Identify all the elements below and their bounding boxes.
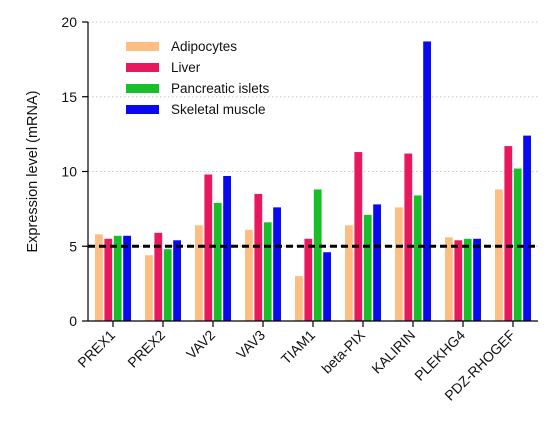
- bar-kalirin-liver: [404, 153, 413, 321]
- y-tick-labels: 0 5 10 15 20: [61, 14, 77, 329]
- legend-swatch-liver: [126, 63, 159, 72]
- bar-prex2-skeletal-muscle: [173, 240, 181, 321]
- legend-label-pancreatic-islets: Pancreatic islets: [171, 81, 270, 96]
- bar-prex2-adipocytes: [145, 255, 153, 321]
- gridlines: [88, 21, 538, 247]
- x-tick-label-tiam1: TIAM1: [278, 327, 319, 368]
- legend-label-liver: Liver: [171, 60, 201, 75]
- bar-vav3-pancreatic-islets: [263, 222, 272, 321]
- x-tick-labels: PREX1 PREX2 VAV2 VAV3 TIAM1 beta-PIX KALIRINPL…: [74, 326, 518, 403]
- x-tick-label-vav2: VAV2: [183, 327, 218, 362]
- x-tick-label-prex1: PREX1: [74, 327, 118, 371]
- bar-prex1-adipocytes: [95, 234, 103, 321]
- y-tick-label-15: 15: [61, 89, 77, 105]
- bar-prex1-liver: [104, 238, 113, 321]
- bar-plekhg4-liver: [454, 240, 463, 321]
- bar-vav3-skeletal-muscle: [273, 207, 281, 321]
- y-tick-label-5: 5: [69, 238, 77, 254]
- bars: [95, 41, 531, 322]
- axes: [82, 21, 538, 327]
- x-tick-label-beta-pix: beta-PIX: [318, 326, 368, 376]
- bar-kalirin-skeletal-muscle: [423, 41, 431, 322]
- legend-swatch-pancreatic-islets: [126, 84, 159, 93]
- bar-prex1-pancreatic-islets: [113, 235, 122, 321]
- bar-vav3-liver: [254, 193, 263, 321]
- bar-beta-pix-liver: [354, 152, 363, 321]
- bar-pdz-rhogef-adipocytes: [495, 189, 503, 321]
- bar-vav3-adipocytes: [245, 229, 253, 321]
- legend-label-adipocytes: Adipocytes: [171, 39, 237, 54]
- y-axis-title: Expression level (mRNA): [25, 91, 41, 253]
- legend-label-skeletal-muscle: Skeletal muscle: [171, 102, 266, 117]
- y-tick-label-0: 0: [69, 313, 77, 329]
- bar-tiam1-pancreatic-islets: [313, 189, 322, 321]
- bar-pdz-rhogef-skeletal-muscle: [523, 135, 531, 321]
- bar-vav2-liver: [204, 174, 213, 321]
- bar-vav2-skeletal-muscle: [223, 175, 231, 321]
- bar-plekhg4-adipocytes: [445, 237, 453, 321]
- bar-beta-pix-skeletal-muscle: [373, 204, 381, 321]
- bar-pdz-rhogef-liver: [504, 146, 513, 321]
- bar-kalirin-pancreatic-islets: [413, 195, 422, 321]
- x-tick-label-kalirin: KALIRIN: [368, 327, 418, 377]
- bar-vav2-pancreatic-islets: [213, 202, 222, 321]
- x-tick-label-vav3: VAV3: [233, 327, 268, 362]
- bar-plekhg4-pancreatic-islets: [463, 238, 472, 321]
- bar-tiam1-skeletal-muscle: [323, 252, 331, 321]
- bar-prex1-skeletal-muscle: [123, 235, 131, 321]
- bar-plekhg4-skeletal-muscle: [473, 238, 481, 321]
- legend: Adipocytes Liver Pancreatic islets Skeletal…: [126, 39, 270, 117]
- bar-prex2-liver: [154, 232, 163, 321]
- bar-tiam1-liver: [304, 238, 313, 321]
- bar-prex2-pancreatic-islets: [163, 249, 172, 321]
- legend-swatch-adipocytes: [126, 42, 159, 51]
- bar-beta-pix-adipocytes: [345, 225, 353, 321]
- bar-beta-pix-pancreatic-islets: [363, 214, 372, 321]
- y-tick-label-20: 20: [61, 14, 77, 30]
- bar-vav2-adipocytes: [195, 225, 203, 321]
- legend-swatch-skeletal-muscle: [126, 105, 159, 114]
- x-tick-label-prex2: PREX2: [124, 327, 168, 371]
- bar-kalirin-adipocytes: [395, 207, 403, 321]
- y-tick-label-10: 10: [61, 164, 77, 180]
- bar-tiam1-adipocytes: [295, 276, 303, 321]
